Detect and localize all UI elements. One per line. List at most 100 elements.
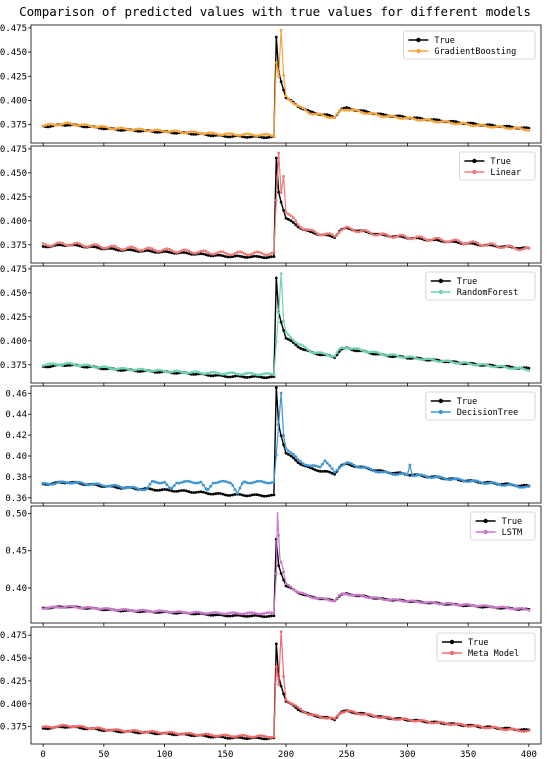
data-point: [282, 319, 285, 323]
data-point: [340, 464, 344, 468]
data-point: [243, 494, 247, 497]
data-point: [335, 351, 339, 354]
data-point: [274, 642, 278, 646]
data-point: [124, 486, 128, 490]
data-point: [109, 607, 113, 611]
data-point: [291, 456, 295, 460]
data-point: [44, 245, 47, 249]
data-point: [260, 612, 264, 616]
data-point: [342, 592, 346, 596]
data-point: [248, 611, 252, 615]
data-point: [257, 493, 261, 497]
data-point: [41, 725, 45, 729]
data-point: [148, 482, 152, 486]
data-point: [347, 226, 351, 229]
data-point: [379, 470, 383, 474]
data-point: [233, 252, 237, 255]
data-point: [102, 125, 106, 128]
data-point: [95, 245, 98, 249]
data-point: [61, 363, 64, 366]
data-point: [384, 354, 387, 357]
data-point: [517, 248, 521, 252]
data-point: [420, 718, 424, 722]
data-point: [80, 606, 84, 610]
data-point: [78, 724, 81, 728]
data-point: [491, 242, 494, 246]
data-point: [321, 233, 324, 237]
data-point: [119, 608, 123, 612]
data-point: [493, 725, 497, 729]
data-point: [306, 228, 310, 232]
data-point: [136, 129, 140, 133]
data-point: [134, 486, 137, 489]
data-point: [131, 369, 135, 372]
data-point: [58, 123, 62, 127]
data-point: [296, 461, 300, 465]
data-point: [243, 614, 247, 618]
data-point: [245, 611, 249, 615]
data-point: [457, 603, 460, 607]
data-point: [214, 374, 218, 377]
data-point: [155, 730, 159, 734]
data-point: [308, 110, 312, 113]
data-point: [359, 466, 363, 469]
data-point: [340, 711, 344, 715]
data-point: [70, 725, 74, 729]
data-point: [491, 605, 494, 609]
data-point: [296, 590, 300, 594]
data-point: [90, 727, 94, 731]
data-point: [245, 136, 249, 139]
legend-label: True: [502, 517, 522, 527]
data-point: [187, 249, 191, 253]
data-point: [126, 486, 130, 490]
data-point: [245, 376, 249, 379]
legend-marker: [438, 289, 443, 295]
data-point: [474, 724, 477, 727]
data-point: [185, 489, 188, 493]
data-point: [299, 225, 302, 229]
data-point: [408, 718, 412, 722]
data-point: [219, 372, 222, 376]
data-point: [119, 247, 123, 251]
data-point: [44, 607, 47, 610]
data-point: [274, 665, 278, 669]
data-point: [63, 605, 67, 609]
data-point: [100, 727, 103, 730]
data-point: [209, 374, 213, 378]
data-point: [398, 355, 402, 359]
data-point: [255, 250, 259, 254]
data-point: [396, 598, 400, 602]
data-point: [187, 490, 191, 494]
data-point: [491, 481, 494, 484]
data-point: [56, 725, 60, 728]
data-point: [117, 126, 120, 130]
legend-label: True: [490, 157, 510, 167]
data-point: [306, 712, 310, 716]
data-point: [270, 372, 273, 376]
data-point: [189, 732, 193, 735]
data-point: [158, 731, 162, 735]
data-point: [318, 465, 322, 469]
x-tick-label: 0: [40, 750, 45, 759]
data-point: [308, 464, 312, 468]
data-point: [274, 453, 278, 457]
y-tick-label: 0.475: [0, 631, 27, 641]
data-point: [134, 247, 137, 250]
data-point: [155, 609, 159, 613]
legend-marker: [438, 409, 443, 415]
data-point: [253, 372, 256, 376]
data-point: [143, 608, 147, 612]
data-point: [364, 350, 368, 354]
data-point: [78, 242, 81, 246]
data-point: [155, 489, 159, 492]
data-point: [58, 241, 62, 245]
data-point: [386, 234, 390, 237]
data-point: [321, 470, 324, 473]
data-point: [362, 466, 366, 469]
data-point: [483, 124, 487, 127]
data-point: [357, 109, 361, 113]
data-point: [323, 597, 327, 600]
data-point: [177, 130, 181, 134]
data-point: [90, 364, 94, 368]
data-point: [44, 482, 47, 485]
